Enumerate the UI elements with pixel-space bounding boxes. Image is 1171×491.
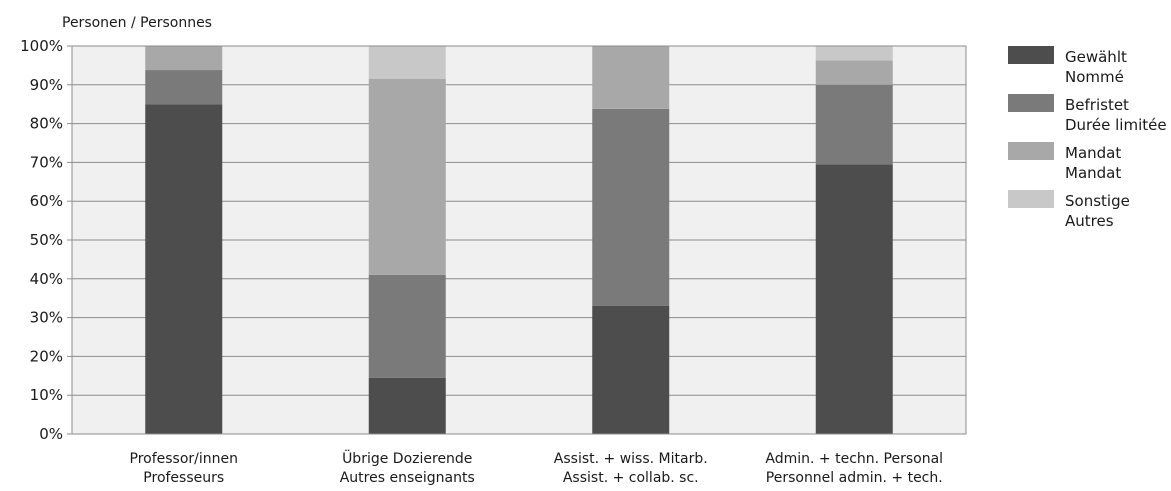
bar-segment-3-cat-3 — [592, 46, 670, 109]
bar-segment-4-cat-2 — [368, 46, 446, 79]
legend-swatch — [1008, 94, 1054, 112]
y-tick-label: 20% — [30, 347, 63, 365]
bar-segment-1-cat-2 — [368, 377, 446, 434]
x-category-label: Admin. + techn. Personal — [765, 451, 943, 467]
y-tick-label: 60% — [30, 192, 63, 210]
y-tick-label: 100% — [20, 37, 63, 55]
bar-segment-2-cat-2 — [368, 274, 446, 378]
legend-swatch — [1008, 142, 1054, 160]
legend-swatch — [1008, 190, 1054, 208]
x-category-label: Assist. + collab. sc. — [563, 470, 699, 486]
bar-segment-2-cat-3 — [592, 108, 670, 306]
bar-segment-2-cat-1 — [145, 70, 223, 105]
legend-label: Befristet — [1065, 96, 1129, 114]
bar-segment-3-cat-1 — [145, 46, 223, 71]
bar-segment-1-cat-1 — [145, 104, 223, 434]
y-axis-unit-label: Personen / Personnes — [62, 15, 212, 31]
bar-segment-3-cat-2 — [368, 78, 446, 275]
legend-label: Gewählt — [1065, 48, 1127, 66]
y-tick-label: 80% — [30, 115, 63, 133]
legend-swatch — [1008, 46, 1054, 64]
y-tick-label: 0% — [39, 425, 63, 443]
legend-label: Sonstige — [1065, 192, 1130, 210]
legend-label: Durée limitée — [1065, 116, 1167, 134]
x-category-label: Autres enseignants — [340, 470, 475, 486]
bar-segment-1-cat-4 — [815, 164, 893, 434]
y-tick-label: 70% — [30, 153, 63, 171]
legend-label: Mandat — [1065, 144, 1121, 162]
legend-label: Autres — [1065, 212, 1114, 230]
plot-area: 0% 10% 20% 30% 40% 50% 60% 70% 80% 90% 100% Profess… — [20, 37, 967, 486]
legend: Gewählt Nommé Befristet Durée limitée Mandat… — [1008, 46, 1167, 230]
x-category-label: Personnel admin. + tech. — [766, 470, 943, 486]
x-category-label: Professeurs — [143, 470, 224, 486]
plot-border — [71, 45, 967, 435]
x-category-label: Assist. + wiss. Mitarb. — [554, 451, 708, 467]
y-tick-label: 90% — [30, 76, 63, 94]
y-tick-label: 30% — [30, 309, 63, 327]
legend-label: Nommé — [1065, 68, 1124, 86]
legend-label: Mandat — [1065, 164, 1121, 182]
bar-segment-2-cat-4 — [815, 84, 893, 165]
y-tick-label: 10% — [30, 386, 63, 404]
bar-segment-3-cat-4 — [815, 60, 893, 85]
x-category-label: Professor/innen — [130, 451, 239, 467]
y-tick-label: 50% — [30, 231, 63, 249]
bar-segment-1-cat-3 — [592, 305, 670, 434]
x-category-label: Übrige Dozierende — [342, 449, 472, 467]
y-tick-label: 40% — [30, 270, 63, 288]
bar-segment-4-cat-4 — [815, 46, 893, 61]
